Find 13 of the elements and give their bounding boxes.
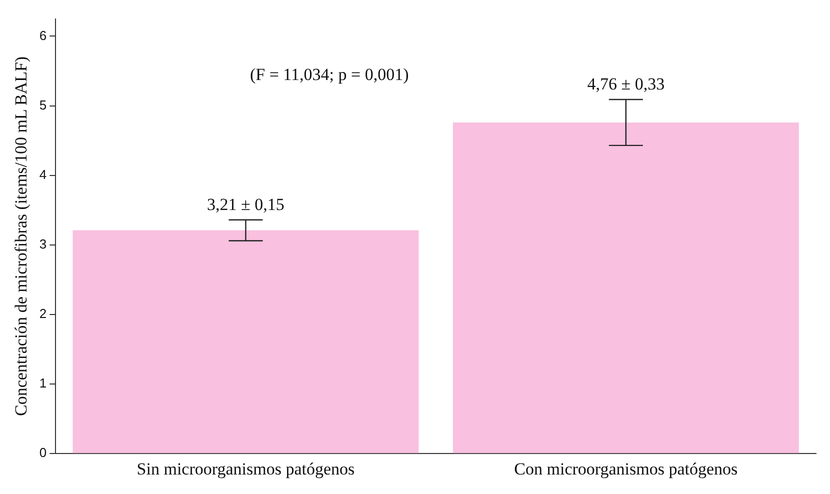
y-tick-label: 5 bbox=[39, 97, 47, 112]
y-tick-label: 6 bbox=[39, 28, 47, 43]
y-tick-label: 0 bbox=[39, 445, 47, 460]
x-tick-label: Con microorganismos patógenos bbox=[514, 459, 738, 478]
y-tick-label: 3 bbox=[39, 236, 47, 252]
x-tick-label: Sin microorganismos patógenos bbox=[136, 459, 355, 478]
y-tick-label: 4 bbox=[39, 166, 47, 182]
data-label: 4,76 ± 0,33 bbox=[587, 74, 665, 94]
data-label: 3,21 ± 0,15 bbox=[207, 194, 284, 214]
y-tick-label: 1 bbox=[39, 376, 47, 391]
annotation: (F = 11,034; p = 0,001) bbox=[250, 64, 409, 84]
y-tick-label: 2 bbox=[39, 306, 47, 322]
y-axis-title: Concentración de microfibras (items/100 mL BALF) bbox=[12, 56, 31, 416]
